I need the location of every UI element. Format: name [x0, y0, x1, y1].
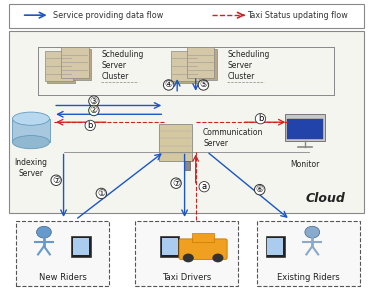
FancyBboxPatch shape — [162, 238, 177, 255]
Text: Cloud: Cloud — [306, 192, 346, 205]
Text: ②: ② — [90, 106, 98, 115]
Bar — [12, 119, 50, 142]
Text: New Riders: New Riders — [38, 273, 86, 282]
Bar — [173, 53, 201, 83]
Bar — [63, 49, 91, 80]
Bar — [192, 233, 214, 242]
Text: ⑦: ⑦ — [172, 179, 180, 188]
Circle shape — [305, 226, 320, 238]
Text: ⑤: ⑤ — [199, 81, 208, 89]
FancyBboxPatch shape — [71, 236, 91, 257]
FancyBboxPatch shape — [265, 236, 285, 257]
Bar — [287, 119, 323, 139]
FancyBboxPatch shape — [267, 238, 283, 255]
Text: Taxi Drivers: Taxi Drivers — [162, 273, 211, 282]
Text: ③: ③ — [90, 96, 98, 106]
Bar — [189, 49, 217, 80]
Ellipse shape — [12, 112, 50, 125]
Text: Scheduling
Server
Cluster: Scheduling Server Cluster — [101, 50, 144, 81]
FancyBboxPatch shape — [73, 238, 89, 255]
Ellipse shape — [12, 136, 50, 149]
Text: Indexing
Server: Indexing Server — [15, 158, 47, 178]
Text: Monitor: Monitor — [290, 160, 320, 169]
FancyBboxPatch shape — [9, 4, 364, 28]
Text: ⑦: ⑦ — [52, 176, 60, 185]
Bar — [186, 47, 214, 78]
FancyBboxPatch shape — [257, 221, 360, 286]
Bar — [45, 51, 73, 81]
Bar — [61, 47, 89, 78]
Bar — [285, 114, 325, 141]
Text: Service providing data flow: Service providing data flow — [53, 11, 164, 20]
Circle shape — [183, 254, 194, 262]
Bar — [171, 51, 199, 81]
Text: Communication
Server: Communication Server — [203, 128, 264, 148]
Bar — [183, 161, 190, 170]
Circle shape — [36, 226, 52, 238]
Text: b: b — [88, 121, 93, 130]
Text: ④: ④ — [165, 81, 173, 89]
FancyBboxPatch shape — [179, 239, 227, 259]
Bar — [159, 124, 192, 161]
Text: a: a — [202, 182, 207, 191]
FancyBboxPatch shape — [16, 221, 109, 286]
Text: ①: ① — [97, 189, 105, 198]
FancyBboxPatch shape — [135, 221, 238, 286]
Text: Scheduling
Server
Cluster: Scheduling Server Cluster — [227, 50, 270, 81]
Text: Existing Riders: Existing Riders — [277, 273, 340, 282]
Circle shape — [212, 254, 223, 262]
FancyBboxPatch shape — [9, 31, 364, 213]
Text: b: b — [258, 114, 263, 123]
Text: ⑥: ⑥ — [256, 185, 264, 194]
Text: Taxi Status updating flow: Taxi Status updating flow — [247, 11, 348, 20]
FancyBboxPatch shape — [160, 236, 179, 257]
Bar — [47, 53, 75, 83]
